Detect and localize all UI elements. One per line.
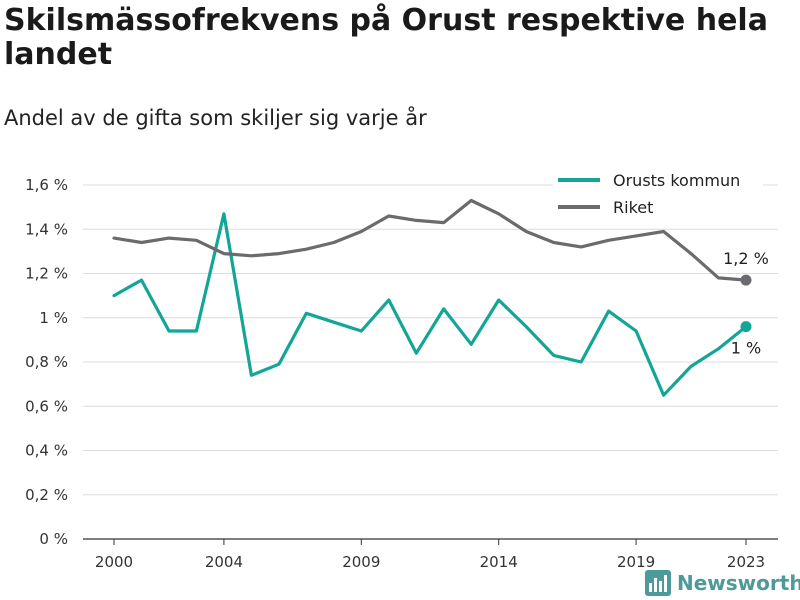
x-axis-tick-labels: 2000 2004 2009 2014 2019 2023	[95, 539, 765, 571]
y-tick-label: 0 %	[39, 530, 68, 548]
series-line-riket	[112, 198, 748, 282]
x-tick-label: 2009	[342, 553, 380, 571]
y-axis-tick-labels: 0 % 0,2 % 0,4 % 0,6 % 0,8 % 1 % 1,2 % 1,4 % 1,6 …	[25, 176, 68, 548]
y-tick-label: 0,2 %	[25, 486, 68, 504]
y-tick-label: 1 %	[39, 309, 68, 327]
series-end-label: 1 %	[731, 339, 761, 358]
legend-label: Orusts kommun	[613, 171, 740, 190]
brand-name: Newsworthy	[677, 571, 800, 595]
y-tick-label: 1,6 %	[25, 176, 68, 194]
legend-label: Riket	[613, 198, 653, 217]
y-tick-label: 1,4 %	[25, 220, 68, 238]
chart-title: Skilsmässofrekvens på Orust respektive h…	[4, 3, 768, 72]
y-tick-label: 1,2 %	[25, 265, 68, 283]
series-end-label: 1,2 %	[723, 249, 769, 268]
legend: Orusts kommun Riket	[553, 165, 763, 223]
newsworthy-logo: Newsworthy	[645, 568, 800, 598]
legend-background	[553, 165, 763, 223]
x-tick-label: 2023	[727, 553, 765, 571]
chart-subtitle: Andel av de gifta som skiljer sig varje …	[4, 106, 427, 130]
series-line-orust	[112, 212, 748, 397]
y-tick-label: 0,6 %	[25, 397, 68, 415]
x-tick-label: 2019	[617, 553, 655, 571]
x-tick-label: 2014	[480, 553, 518, 571]
series-lines: 1 % 1,2 %	[112, 198, 769, 397]
gridlines	[83, 184, 778, 540]
series-end-point	[740, 321, 752, 333]
y-tick-label: 0,4 %	[25, 442, 68, 460]
bar-chart-logo-icon	[645, 570, 671, 596]
series-end-point	[740, 274, 752, 286]
y-tick-label: 0,8 %	[25, 353, 68, 371]
x-tick-label: 2000	[95, 553, 133, 571]
x-tick-label: 2004	[205, 553, 243, 571]
